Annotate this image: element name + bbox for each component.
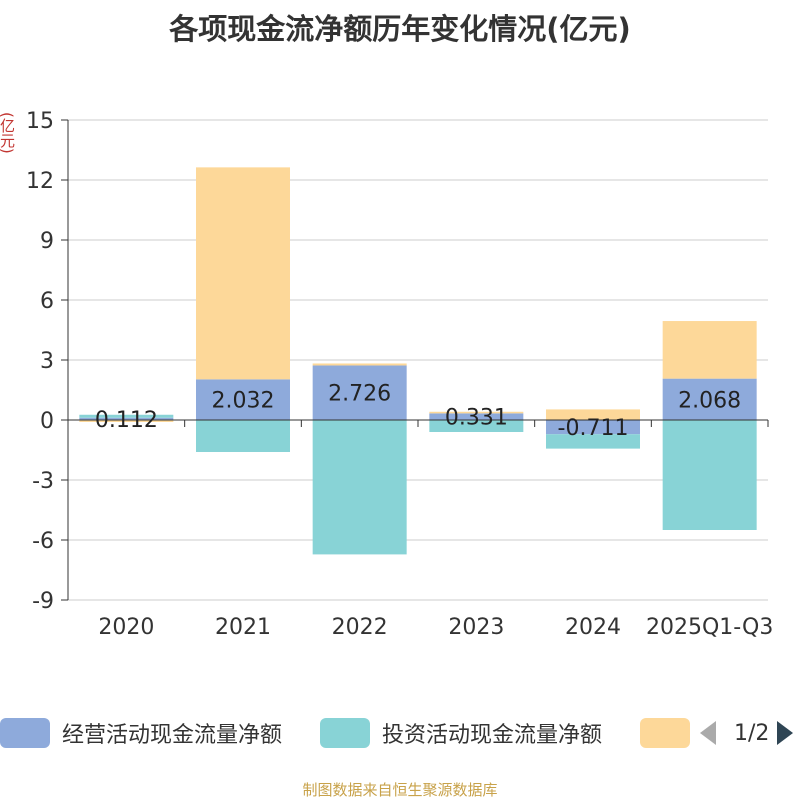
legend-prev-page-icon[interactable] — [700, 721, 716, 745]
x-tick-label: 2020 — [98, 615, 154, 640]
x-tick-label: 2022 — [332, 615, 388, 640]
bar-series3-2025Q1-Q3 — [662, 321, 757, 379]
bar-series3-2022 — [312, 363, 407, 366]
legend-next-page-icon[interactable] — [777, 721, 794, 745]
x-tick-label: 2024 — [565, 615, 621, 640]
data-label: 0.331 — [445, 406, 508, 431]
cash-flow-chart: 15 12 9 6 3 0 -3 -6 -9 2020 2021 2022 2023 2024 2025Q1… — [26, 109, 773, 640]
bar-series3-2024 — [546, 409, 640, 420]
y-axis-unit-label: (亿元) — [0, 112, 16, 154]
chart-legend: 经营活动现金流量净额 投资活动现金流量净额 1/2 — [0, 712, 800, 756]
legend-pager: 1/2 — [700, 718, 794, 748]
legend-swatch-third — [640, 718, 690, 748]
chart-title: 各项现金流净额历年变化情况(亿元) — [169, 12, 631, 46]
legend-swatch-operating — [0, 718, 50, 748]
bar-series1-2022 — [312, 365, 407, 420]
legend-page-indicator: 1/2 — [734, 720, 770, 746]
y-tick-label: -3 — [32, 469, 54, 494]
legend-label-operating: 经营活动现金流量净额 — [62, 723, 283, 748]
bar-series1-2020 — [79, 417, 174, 420]
legend-swatch-investing — [320, 718, 370, 748]
y-tick-label: 6 — [40, 289, 54, 314]
legend-label-investing: 投资活动现金流量净额 — [382, 723, 603, 748]
y-tick-label: -6 — [32, 529, 54, 554]
bar-series1-2021 — [196, 379, 290, 420]
y-tick-label: 12 — [26, 169, 54, 194]
bar-series2-2020 — [79, 414, 174, 418]
y-tick-label: 15 — [26, 109, 54, 134]
y-tick-label: 3 — [40, 349, 54, 374]
bar-series1-2023 — [429, 413, 524, 420]
data-label: -0.711 — [558, 416, 629, 441]
bar-series2-2022 — [312, 420, 407, 555]
data-source-note: 制图数据来自恒生聚源数据库 — [302, 781, 498, 799]
bar-series2-2023 — [429, 420, 524, 432]
bar-series1-2025Q1-Q3 — [662, 378, 757, 420]
bar-series2-2025Q1-Q3 — [662, 420, 757, 530]
data-label: 2.068 — [678, 388, 741, 413]
legend-item-operating[interactable]: 经营活动现金流量净额 — [0, 718, 282, 748]
y-tick-label: 9 — [40, 229, 54, 254]
bar-series1-2024 — [546, 420, 640, 435]
y-tick-label: -9 — [32, 589, 54, 614]
x-tick-label: 2021 — [215, 615, 271, 640]
data-label: 2.032 — [212, 389, 275, 414]
legend-item-investing[interactable]: 投资活动现金流量净额 — [320, 718, 602, 748]
x-tick-label: 2025Q1-Q3 — [646, 615, 773, 640]
bar-series2-2021 — [196, 420, 290, 452]
data-label: 0.112 — [95, 408, 158, 433]
legend-item-third[interactable] — [640, 718, 702, 748]
bar-series3-2023 — [429, 411, 524, 414]
bar-series2-2024 — [546, 434, 640, 449]
x-tick-label: 2023 — [448, 615, 504, 640]
y-tick-label: 0 — [40, 409, 54, 434]
bar-series3-2021 — [196, 167, 290, 380]
data-label: 2.726 — [328, 382, 391, 407]
bar-series3-2020 — [79, 420, 174, 422]
